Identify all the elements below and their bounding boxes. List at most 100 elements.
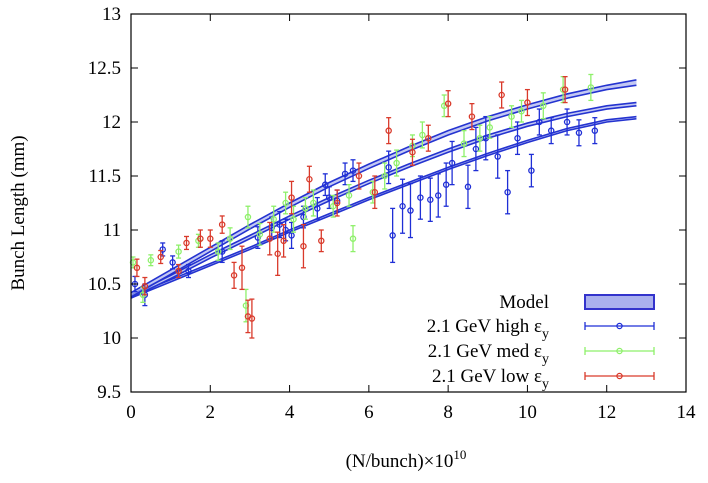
data-point [547, 127, 555, 134]
y-tick-label: 11 [103, 220, 121, 241]
data-point [389, 232, 396, 239]
data-point [444, 100, 452, 107]
data-point [157, 253, 164, 261]
data-point [185, 267, 192, 275]
data-point [147, 256, 155, 264]
legend-sample-model [584, 294, 655, 310]
data-point [325, 194, 333, 201]
y-tick-label: 13 [102, 4, 121, 25]
legend-sample-point [616, 347, 623, 355]
x-tick-label: 8 [443, 402, 453, 423]
y-tick-label: 10 [102, 328, 121, 349]
data-point [133, 264, 141, 272]
data-point [393, 159, 400, 167]
plot-frame [130, 13, 687, 393]
x-axis-label-base: (N/bunch)×10 [346, 451, 454, 472]
data-point [381, 172, 388, 180]
series-1 [129, 73, 595, 323]
data-point [524, 99, 531, 106]
data-point [238, 264, 246, 272]
data-point [434, 192, 442, 199]
data-point [329, 202, 337, 210]
data-point [207, 235, 214, 242]
y-tick-label: 9.5 [97, 382, 121, 403]
x-tick-label: 10 [518, 402, 537, 423]
data-point [587, 84, 595, 91]
data-point [282, 199, 289, 207]
data-point [591, 127, 599, 134]
series-2 [133, 75, 569, 339]
data-point [575, 129, 583, 137]
data-point [302, 205, 309, 212]
data-point [425, 134, 432, 142]
y-axis-label: Bunch Length (mm) [8, 135, 29, 290]
data-point [417, 194, 424, 201]
data-point [464, 183, 472, 191]
legend-label: Model [499, 292, 549, 313]
data-point [314, 205, 321, 212]
data-point [310, 199, 317, 207]
data-point [218, 248, 226, 255]
data-point [508, 113, 515, 120]
data-point [129, 259, 137, 266]
y-tick-label: 11.5 [88, 166, 121, 187]
data-point [355, 172, 363, 180]
y-tick-label: 10.5 [88, 274, 121, 295]
data-point [528, 167, 535, 174]
data-point [244, 213, 252, 221]
x-tick-label: 4 [285, 402, 295, 423]
data-point [175, 248, 182, 255]
data-point [175, 267, 182, 275]
data-point [248, 315, 256, 322]
data-point [371, 188, 379, 196]
data-point [341, 170, 349, 178]
data-point [159, 246, 166, 253]
legend-label: 2.1 GeV low εy [432, 366, 549, 392]
data-point [214, 248, 222, 255]
data-point [514, 134, 521, 142]
axis-ticks: 0 2 4 6 8 10 12 14 9.5 10 10.5 11 11.5 12 12.5 13 [88, 4, 696, 423]
data-point [333, 199, 341, 207]
data-point [472, 145, 480, 153]
data-point [460, 140, 468, 147]
series-0 [131, 108, 599, 307]
data-point [183, 239, 190, 247]
model-band-lower-high [130, 117, 637, 299]
data-point [409, 148, 416, 156]
legend-label: 2.1 GeV med εy [428, 341, 549, 367]
data-point [169, 259, 176, 266]
model-band-upper-high [130, 115, 637, 297]
data-point [419, 131, 426, 139]
data-point [197, 235, 204, 242]
data-point [290, 215, 297, 223]
model-band-lower-med [130, 105, 637, 299]
data-point [399, 202, 406, 210]
data-point [448, 159, 456, 167]
data-point [266, 235, 273, 242]
x-tick-label: 6 [364, 402, 374, 423]
data-point [256, 231, 264, 238]
data-point [468, 113, 476, 120]
data-point [288, 194, 295, 201]
data-point [540, 102, 547, 110]
model-band-high [131, 116, 637, 299]
data-point [226, 235, 234, 242]
legend: Model 2.1 GeV high εy2.1 GeV med εy2.1 Ge… [427, 292, 655, 392]
y-tick-label: 12 [102, 112, 121, 133]
data-point [486, 124, 494, 131]
data-point [345, 192, 353, 199]
x-tick-label: 0 [126, 402, 136, 423]
data-point [318, 237, 325, 245]
data-point [427, 196, 434, 204]
x-tick-label: 14 [677, 402, 697, 423]
data-point [321, 181, 329, 188]
data-point [230, 272, 238, 279]
x-tick-label: 12 [597, 402, 616, 423]
data-point [270, 215, 277, 223]
data-point [563, 118, 571, 126]
data-point [349, 167, 357, 174]
data-point [306, 175, 313, 183]
data-point [141, 282, 149, 290]
data-point [274, 250, 281, 258]
